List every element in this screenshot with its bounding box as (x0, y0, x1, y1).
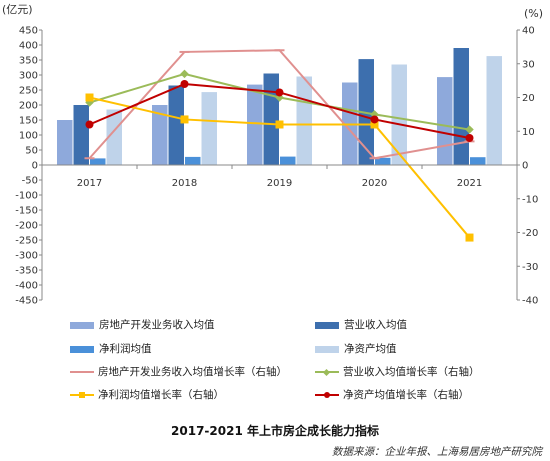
line-point (465, 125, 474, 134)
bar (263, 73, 279, 165)
series-line (88, 49, 470, 160)
category-label: 2017 (77, 178, 102, 189)
line-point (180, 80, 189, 88)
right-tick-label: -40 (522, 296, 538, 307)
line-point (465, 134, 474, 142)
right-tick-label: 20 (522, 93, 535, 104)
left-tick-label: 100 (19, 131, 38, 142)
lines (84, 49, 475, 242)
legend-item-bar-2: 净利润均值 (70, 342, 152, 356)
legend-item-line-1: 营业收入均值增长率（右轴） (315, 365, 480, 379)
right-tick-label: -10 (522, 194, 538, 205)
right-tick-label: 40 (522, 26, 535, 37)
legend-item-bar-0: 房地产开发业务收入均值 (70, 318, 215, 332)
bar (90, 158, 106, 165)
category-label: 2020 (362, 178, 387, 189)
left-tick-label: 150 (19, 116, 38, 127)
bar (375, 157, 391, 165)
right-tick-label: 0 (522, 161, 528, 172)
legend-item-bar-1: 营业收入均值 (315, 318, 407, 332)
left-tick-label: -200 (15, 221, 38, 232)
line-point (275, 88, 284, 97)
bar (247, 84, 263, 165)
line-point (85, 93, 94, 102)
bar (453, 48, 469, 165)
right-tick-label: 10 (522, 127, 535, 138)
legend-item-bar-3: 净资产均值 (315, 342, 397, 356)
bar (57, 120, 73, 165)
legend-swatch (70, 321, 94, 329)
source-note: 数据来源：企业年报、上海易居房地产研究院 (332, 446, 542, 458)
legend-label: 净资产均值 (344, 343, 397, 355)
legend-label: 营业收入均值 (344, 319, 407, 331)
line-point (370, 120, 379, 129)
right-tick-label: -20 (522, 228, 538, 239)
legend-label: 净资产均值增长率（右轴） (343, 389, 469, 401)
chart: -450-400-350-300-250-200-150-100-5005010… (2, 3, 543, 307)
left-tick-label: 50 (25, 146, 38, 157)
bar (185, 156, 201, 165)
legend-item-line-2: 净利润均值增长率（右轴） (70, 388, 224, 402)
left-tick-label: -250 (15, 236, 38, 247)
legend: 房地产开发业务收入均值 营业收入均值 净利润均值 净资产均值 房地产开发业务收入… (0, 318, 550, 408)
left-tick-label: -400 (15, 281, 38, 292)
legend-line-swatch (70, 366, 94, 378)
left-tick-label: 350 (19, 56, 38, 67)
left-tick-label: 0 (32, 161, 38, 172)
line-point (370, 115, 379, 124)
left-tick-label: -50 (22, 176, 38, 187)
line-point (275, 120, 284, 129)
legend-line-swatch (315, 389, 339, 401)
left-tick-label: 300 (19, 71, 38, 82)
bar (73, 105, 89, 165)
legend-item-line-3: 净资产均值增长率（右轴） (315, 388, 469, 402)
right-tick-label: 30 (522, 59, 535, 70)
legend-swatch (315, 345, 339, 353)
line-point (180, 115, 189, 124)
left-tick-label: -150 (15, 206, 38, 217)
bar (168, 85, 184, 165)
right-axis-unit: (%) (524, 7, 543, 20)
legend-line-swatch (70, 389, 94, 401)
left-tick-label: 250 (19, 86, 38, 97)
left-tick-label: -350 (15, 266, 38, 277)
left-tick-label: 450 (19, 26, 38, 37)
left-axis-unit: (亿元) (2, 3, 33, 16)
bar (296, 76, 312, 165)
line-point (85, 120, 94, 129)
axes: -450-400-350-300-250-200-150-100-5005010… (15, 26, 538, 307)
line-point (465, 233, 474, 242)
category-label: 2019 (267, 178, 292, 189)
bar (486, 56, 502, 165)
left-tick-label: -100 (15, 191, 38, 202)
right-tick-label: -30 (522, 262, 538, 273)
left-tick-label: -450 (15, 296, 38, 307)
left-tick-label: 200 (19, 101, 38, 112)
legend-label: 房地产开发业务收入均值增长率（右轴） (98, 366, 287, 378)
legend-label: 营业收入均值增长率（右轴） (343, 366, 480, 378)
legend-label: 净利润均值 (99, 343, 152, 355)
bar (106, 109, 122, 165)
legend-swatch (315, 321, 339, 329)
bar (470, 157, 486, 165)
bar (201, 92, 217, 165)
legend-swatch (70, 345, 94, 353)
bar (437, 77, 453, 165)
bar (280, 156, 296, 165)
category-label: 2018 (172, 178, 197, 189)
left-tick-label: -300 (15, 251, 38, 262)
line-point (180, 69, 189, 79)
legend-line-swatch (315, 366, 339, 378)
chart-title: 2017-2021 年上市房企成长能力指标 (171, 424, 379, 438)
category-label: 2021 (457, 178, 482, 189)
legend-label: 房地产开发业务收入均值 (99, 319, 215, 331)
legend-item-line-0: 房地产开发业务收入均值增长率（右轴） (70, 365, 287, 379)
legend-label: 净利润均值增长率（右轴） (98, 389, 224, 401)
series-line (89, 96, 471, 239)
bar (391, 64, 407, 165)
left-tick-label: 400 (19, 41, 38, 52)
bar (152, 105, 168, 165)
